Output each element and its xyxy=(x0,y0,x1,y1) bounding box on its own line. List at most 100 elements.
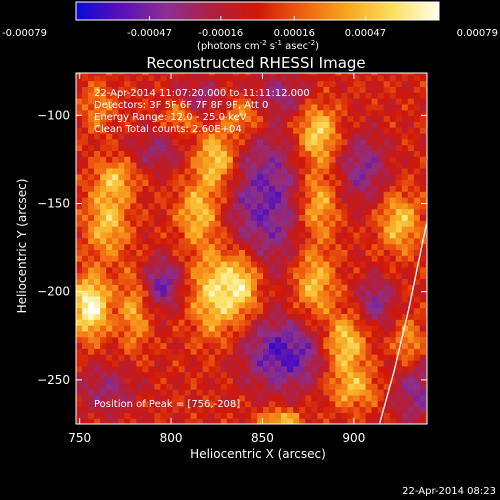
heatmap-cell xyxy=(148,167,156,175)
heatmap-cell xyxy=(377,365,385,373)
heatmap-cell xyxy=(226,138,234,146)
heatmap-cell xyxy=(347,266,355,274)
heatmap-cell xyxy=(76,185,83,192)
heatmap-cell xyxy=(142,266,149,274)
heatmap-cell xyxy=(226,214,234,221)
heatmap-cell xyxy=(413,167,421,175)
heatmap-cell xyxy=(281,301,288,309)
heatmap-cell xyxy=(371,342,379,349)
heatmap-cell xyxy=(353,249,361,256)
heatmap-cell xyxy=(269,185,276,192)
heatmap-cell xyxy=(238,138,246,146)
heatmap-cell xyxy=(94,255,101,262)
heatmap-cell xyxy=(100,319,107,326)
heatmap-cell xyxy=(323,272,330,280)
heatmap-cell xyxy=(323,109,330,117)
heatmap-cell xyxy=(112,214,119,221)
heatmap-cell xyxy=(196,371,204,379)
heatmap-cell xyxy=(118,307,125,315)
heatmap-cell xyxy=(281,249,288,256)
heatmap-cell xyxy=(365,371,373,379)
heatmap-cell xyxy=(238,412,246,419)
heatmap-cell xyxy=(305,73,312,76)
heatmap-cell xyxy=(263,220,270,227)
heatmap-cell xyxy=(154,98,162,105)
heatmap-cell xyxy=(166,132,174,140)
heatmap-cell xyxy=(323,92,330,99)
heatmap-cell xyxy=(341,173,349,181)
heatmap-cell xyxy=(82,226,89,233)
heatmap-cell xyxy=(238,92,246,99)
heatmap-cell xyxy=(184,342,192,349)
heatmap-cell xyxy=(359,365,367,373)
heatmap-cell xyxy=(244,325,252,332)
heatmap-cell xyxy=(178,377,186,384)
heatmap-cell xyxy=(178,348,186,355)
heatmap-cell xyxy=(142,354,149,361)
heatmap-cell xyxy=(94,92,101,99)
heatmap-cell xyxy=(281,371,288,379)
heatmap-cell xyxy=(359,418,367,424)
heatmap-cell xyxy=(359,383,367,390)
heatmap-cell xyxy=(293,98,300,105)
heatmap-cell xyxy=(335,261,343,268)
heatmap-cell xyxy=(401,348,409,355)
heatmap-cell xyxy=(148,73,156,76)
heatmap-cell xyxy=(238,359,246,367)
heatmap-cell xyxy=(317,400,324,408)
heatmap-cell xyxy=(293,138,300,146)
heatmap-cell xyxy=(293,191,300,198)
heatmap-cell xyxy=(118,412,125,419)
heatmap-cell xyxy=(196,319,204,326)
heatmap-cell xyxy=(407,307,415,315)
heatmap-cell xyxy=(317,266,324,274)
heatmap-cell xyxy=(341,255,349,262)
heatmap-cell xyxy=(226,73,234,76)
heatmap-cell xyxy=(371,138,379,146)
heatmap-cell xyxy=(244,377,252,384)
heatmap-cell xyxy=(226,208,234,216)
heatmap-cell xyxy=(371,80,379,87)
heatmap-cell xyxy=(299,319,306,326)
heatmap-cell xyxy=(329,86,337,93)
heatmap-cell xyxy=(112,109,119,117)
heatmap-cell xyxy=(220,319,228,326)
heatmap-cell xyxy=(112,412,119,419)
heatmap-cell xyxy=(383,418,391,424)
heatmap-cell xyxy=(154,156,162,163)
heatmap-cell xyxy=(383,80,391,87)
heatmap-cell xyxy=(419,249,427,256)
heatmap-cell xyxy=(220,394,228,402)
heatmap-cell xyxy=(263,226,270,233)
heatmap-cell xyxy=(305,418,312,424)
heatmap-cell xyxy=(389,80,397,87)
heatmap-cell xyxy=(299,365,306,373)
heatmap-cell xyxy=(220,412,228,419)
heatmap-cell xyxy=(407,185,415,192)
heatmap-cell xyxy=(184,394,192,402)
heatmap-cell xyxy=(208,354,216,361)
heatmap-cell xyxy=(335,330,343,338)
heatmap-cell xyxy=(407,202,415,210)
heatmap-cell xyxy=(401,336,409,344)
heatmap-cell xyxy=(88,243,95,250)
heatmap-cell xyxy=(130,98,137,105)
heatmap-cell xyxy=(353,132,361,140)
heatmap-cell xyxy=(214,249,222,256)
heatmap-cell xyxy=(244,295,252,303)
heatmap-cell xyxy=(142,109,149,117)
heatmap-cell xyxy=(335,418,343,424)
heatmap-cell xyxy=(389,121,397,128)
heatmap-cell xyxy=(425,389,427,396)
heatmap-cell xyxy=(317,301,324,309)
heatmap-cell xyxy=(329,121,337,128)
heatmap-cell xyxy=(250,202,258,210)
heatmap-cell xyxy=(395,167,403,175)
heatmap-cell xyxy=(269,150,276,157)
heatmap-cell xyxy=(190,243,198,250)
heatmap-cell xyxy=(244,261,252,268)
heatmap-cell xyxy=(94,389,101,396)
heatmap-cell xyxy=(263,138,270,146)
heatmap-cell xyxy=(269,237,276,245)
heatmap-cell xyxy=(275,389,282,396)
